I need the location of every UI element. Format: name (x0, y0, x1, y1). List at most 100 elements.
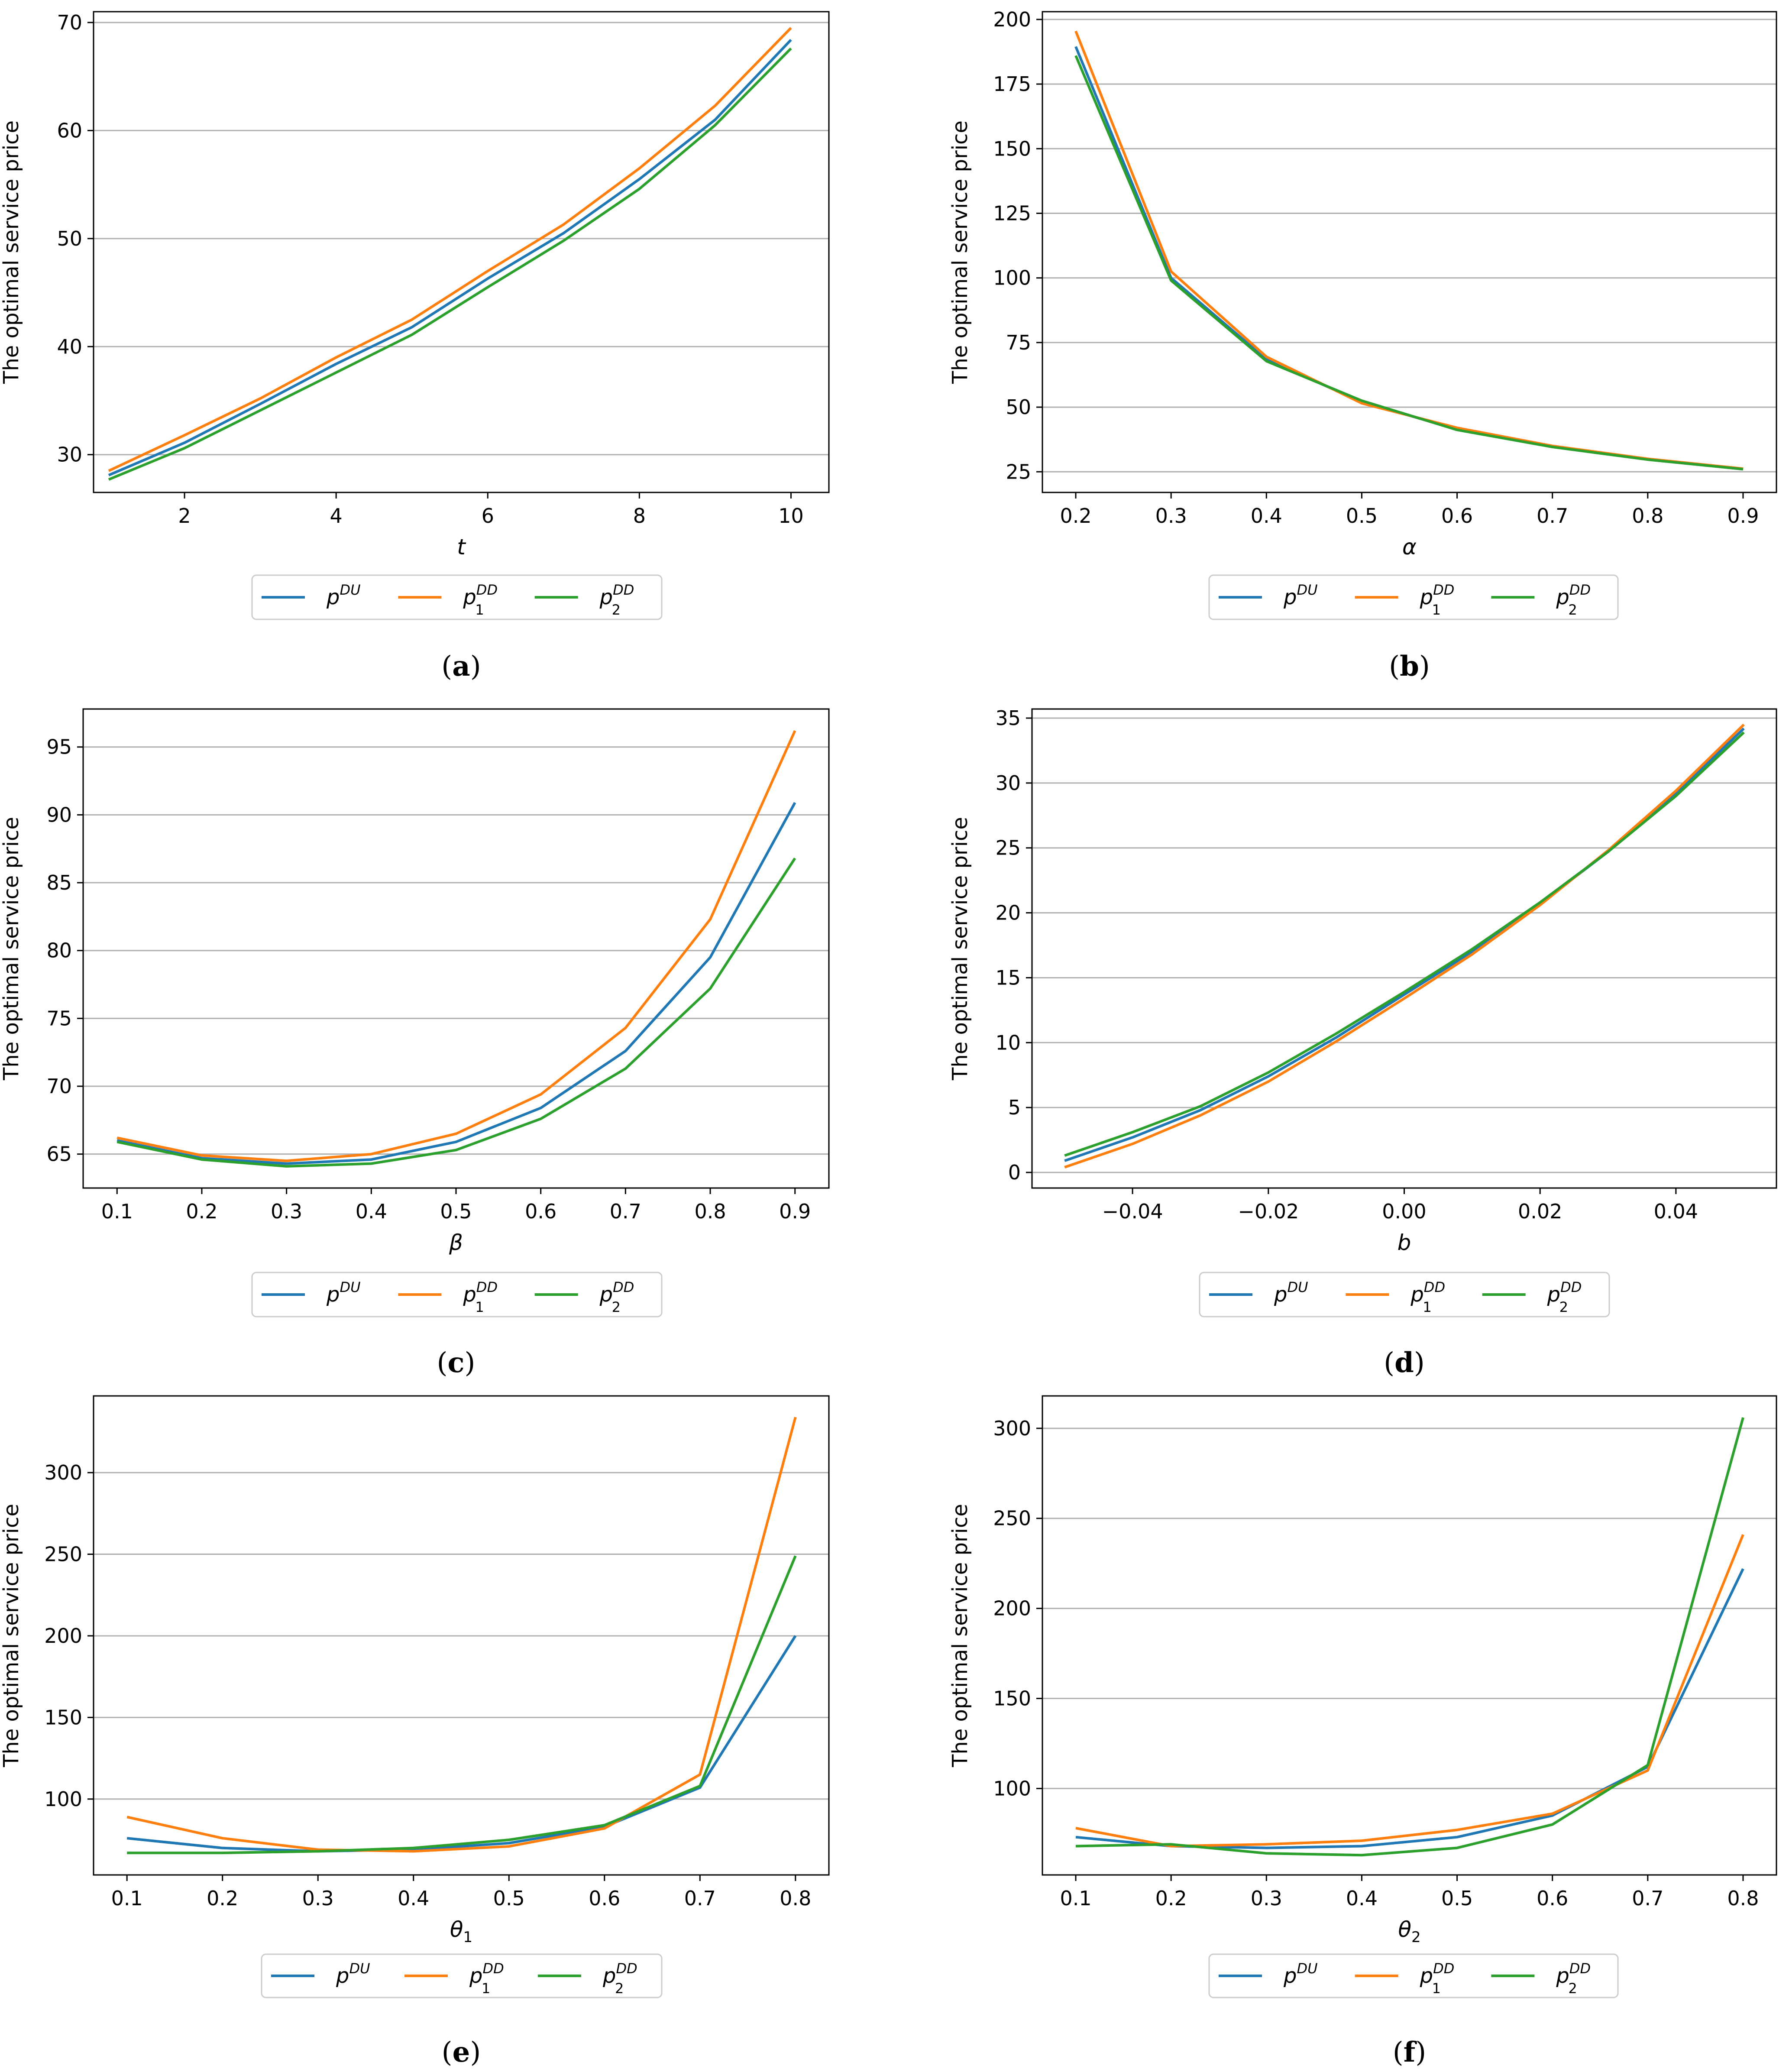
legend-label-superscript: DD (1424, 1279, 1445, 1295)
y-tick-label: 75 (46, 1007, 72, 1030)
legend-label-superscript: DU (349, 1960, 370, 1977)
x-tick-label: 0.3 (1251, 1887, 1282, 1910)
legend-label-base: p (599, 585, 613, 609)
legend-label-3: pDD 2 (599, 1279, 634, 1315)
x-axis-label: θ1 (450, 1917, 472, 1946)
legend-label-base: p (326, 1282, 340, 1307)
x-tick-label: 0.00 (1382, 1200, 1426, 1223)
legend-label-2: pDD 1 (463, 582, 498, 618)
legend-label-2: pDD 1 (1420, 1960, 1455, 1997)
legend-label-base: p (1274, 1282, 1287, 1307)
plot-frame (82, 708, 830, 1189)
legend-label-subscript: 1 (482, 1980, 490, 1997)
x-axis-label: t (457, 534, 466, 560)
panel-caption-close: ) (470, 2036, 481, 2069)
legend-label-2: pDD 1 (469, 1960, 504, 1997)
panel-caption-open: ( (1393, 2036, 1404, 2069)
x-tick-label: 0.6 (589, 1887, 620, 1910)
x-tick-label: 0.1 (101, 1200, 133, 1223)
legend-label-1: pDU (326, 1279, 361, 1307)
legend-label-subscript: 1 (1432, 602, 1441, 618)
plot-frame (1042, 1395, 1777, 1876)
x-tick-label: 0.2 (186, 1200, 217, 1223)
panel-caption: (b) (1389, 650, 1430, 683)
plot-frame (1042, 11, 1777, 493)
series-line-1 (1074, 46, 1744, 471)
y-tick-label: 75 (1006, 331, 1031, 354)
legend-label-superscript: DU (1287, 1279, 1308, 1295)
x-tick-label: 0.7 (1632, 1887, 1663, 1910)
legend-label-superscript: DD (482, 1960, 504, 1977)
panel-caption-letter: e (453, 2036, 470, 2069)
panel-caption-open: ( (442, 2036, 453, 2069)
series-line-2 (116, 730, 796, 1162)
panel-caption-close: ) (464, 1347, 475, 1379)
x-axis-label-subscript: 1 (463, 1929, 472, 1946)
y-tick-label: 200 (44, 1624, 82, 1648)
legend-label-subscript: 2 (612, 1299, 621, 1315)
legend-label-superscript: DD (1433, 1960, 1454, 1977)
y-axis-label: The optimal service price (948, 817, 972, 1081)
legend-label-superscript: DU (1297, 582, 1317, 598)
x-tick-label: 0.5 (1346, 504, 1378, 528)
x-tick-label: 0.02 (1518, 1200, 1562, 1223)
x-axis-label-symbol: b (1398, 1230, 1411, 1255)
legend-label-1: pDU (336, 1960, 370, 1988)
legend-label-subscript: 1 (1432, 1980, 1441, 1997)
y-tick-label: 40 (57, 335, 82, 358)
x-axis-label: α (1402, 534, 1417, 560)
x-tick-label: 4 (330, 504, 343, 528)
panel-caption-close: ) (1414, 1347, 1425, 1379)
x-tick-label: 0.3 (271, 1200, 302, 1223)
y-tick-label: 100 (44, 1787, 82, 1811)
y-tick-label: 20 (995, 901, 1021, 925)
panel-caption: (d) (1384, 1347, 1425, 1379)
x-axis-label: θ2 (1398, 1917, 1420, 1946)
panel-caption-letter: f (1404, 2036, 1417, 2069)
x-tick-label: 0.7 (684, 1887, 716, 1910)
legend-label-2: pDD 1 (1410, 1279, 1445, 1315)
x-tick-label: 0.6 (1537, 1887, 1568, 1910)
y-tick-label: 85 (46, 871, 72, 894)
x-tick-label: 0.4 (356, 1200, 387, 1223)
y-axis-label: The optimal service price (948, 1504, 972, 1768)
legend-label-subscript: 1 (1423, 1299, 1431, 1315)
x-tick-label: 0.8 (694, 1200, 726, 1223)
legend-label-base: p (599, 1282, 613, 1307)
y-tick-label: 80 (46, 939, 72, 962)
y-tick-label: 150 (993, 137, 1031, 160)
panel-caption-letter: b (1400, 650, 1419, 683)
series-line-3 (116, 857, 796, 1168)
panel-caption: (c) (437, 1347, 476, 1379)
chart-panel-f: 100 150 200 250 300 0.1 0.2 0.3 0.4 0.5 0.6 0.7 0.8 θ… (948, 1395, 1777, 2069)
y-tick-label: 50 (57, 227, 82, 250)
legend-label-3: pDD 2 (602, 1960, 637, 1997)
x-tick-label: 0.7 (610, 1200, 641, 1223)
legend-label-superscript: DD (476, 582, 498, 598)
x-axis-label-symbol: θ (450, 1917, 463, 1942)
legend-label-base: p (463, 585, 476, 609)
panel-caption: (e) (442, 2036, 481, 2069)
series-line-1 (108, 39, 792, 476)
x-tick-label: −0.02 (1238, 1200, 1299, 1223)
series-line-2 (1075, 1534, 1744, 1848)
series-line-3 (108, 47, 792, 481)
series-line-3 (127, 1555, 797, 1855)
x-tick-label: 0.4 (398, 1887, 429, 1910)
legend-label-1: pDU (1283, 1960, 1318, 1988)
x-tick-label: 8 (633, 504, 646, 528)
legend-box (1199, 1272, 1610, 1318)
x-tick-label: 0.8 (1727, 1887, 1759, 1910)
legend-label-superscript: DD (1560, 1279, 1582, 1295)
legend-label-superscript: DD (1569, 1960, 1591, 1977)
legend-box (261, 1953, 663, 1998)
x-axis-label-subscript: 2 (1411, 1929, 1421, 1946)
legend-box (251, 574, 663, 620)
legend-label-superscript: DD (613, 582, 634, 598)
x-tick-label: 2 (178, 504, 191, 528)
y-tick-label: 50 (1006, 395, 1031, 419)
